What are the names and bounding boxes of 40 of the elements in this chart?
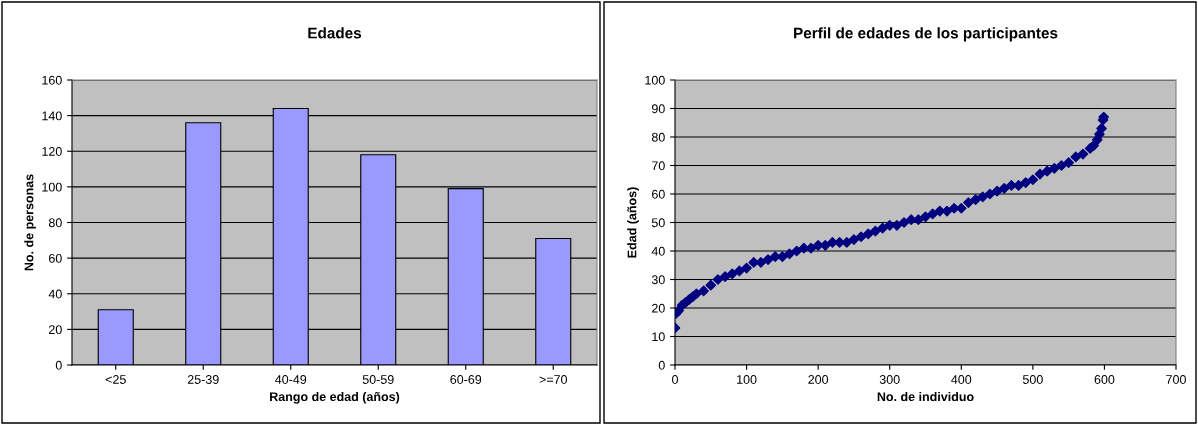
y-tick-label: 20	[652, 303, 665, 313]
y-tick-label: 10	[652, 332, 665, 342]
y-tick-label: 80	[651, 132, 665, 142]
x-axis-title: No. de individuo	[877, 391, 974, 402]
y-axis-title: Edad (años)	[627, 187, 639, 258]
y-tick-label: 0	[55, 360, 62, 370]
y-tick-label: 90	[651, 104, 665, 114]
chart-title: Perfil de edades de los participantes	[794, 27, 1058, 42]
x-tick-label: 25-39	[187, 375, 219, 384]
x-axis-title: Rango de edad (años)	[270, 391, 400, 404]
x-tick-label: 500	[1022, 375, 1043, 384]
x-tick-label: <25	[105, 375, 126, 384]
x-tick-label: 60-69	[450, 375, 482, 384]
y-tick-label: 160	[42, 75, 62, 85]
y-tick-label: 40	[651, 246, 665, 256]
y-axis-title: No. de personas	[24, 174, 36, 271]
y-tick-label: 100	[42, 182, 62, 192]
chart-title: Edades	[308, 27, 362, 39]
y-tick-label: 50	[651, 218, 665, 228]
x-tick-label: >=70	[539, 375, 568, 384]
y-tick-label: 30	[651, 275, 665, 285]
y-tick-label: 100	[645, 75, 665, 85]
x-tick-label: 300	[879, 375, 900, 384]
x-tick-label: 0	[672, 375, 678, 384]
y-tick-label: 80	[48, 218, 62, 228]
y-tick-label: 60	[49, 253, 62, 263]
x-tick-label: 200	[808, 375, 829, 384]
y-tick-label: 60	[652, 189, 665, 199]
y-tick-label: 70	[652, 161, 665, 171]
y-tick-label: 40	[48, 289, 62, 299]
x-tick-label: 50-59	[362, 375, 394, 384]
x-tick-label: 400	[951, 375, 972, 384]
x-tick-label: 40-49	[275, 375, 307, 384]
x-tick-label: 700	[1166, 375, 1186, 384]
x-tick-label: 100	[737, 375, 757, 384]
x-tick-label: 600	[1094, 375, 1115, 384]
y-tick-label: 140	[42, 111, 62, 121]
y-tick-label: 0	[658, 360, 665, 370]
y-tick-label: 120	[42, 147, 62, 156]
y-tick-label: 20	[49, 325, 62, 335]
